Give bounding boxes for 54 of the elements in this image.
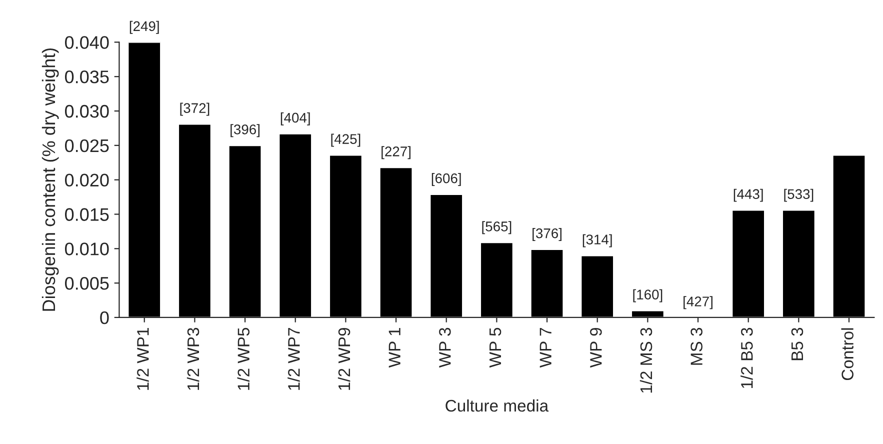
x-tick-label: WP 5 (490, 328, 502, 368)
bar (782, 209, 816, 318)
bar (580, 254, 614, 318)
y-tick-label: 0 (100, 311, 109, 324)
annotation: [427] (684, 296, 712, 310)
annotation: [533] (784, 188, 814, 202)
annotation: [372] (180, 102, 210, 116)
bar (832, 154, 866, 318)
y-tick-label: 0.005 (65, 276, 109, 290)
y-tick-label: 0.020 (65, 174, 109, 187)
annotation: [227] (382, 146, 410, 160)
bar (630, 310, 665, 318)
annotation: [425] (331, 134, 360, 147)
y-axis-title: Diosgenin content (% dry weight) (42, 48, 59, 311)
y-tick-label: 0.035 (65, 70, 109, 84)
bar (429, 194, 464, 318)
annotation: [565] (482, 221, 512, 234)
annotation: [404] (280, 112, 310, 126)
y-tick-label: 0.040 (65, 36, 109, 49)
annotation: [376] (532, 228, 562, 241)
bar (530, 248, 564, 318)
bar (127, 42, 162, 318)
bar (278, 133, 312, 318)
bar (228, 144, 262, 318)
bar (480, 242, 514, 318)
annotation: [606] (432, 172, 461, 186)
y-tick-label: 0.025 (65, 139, 109, 152)
y-tick-label: 0.015 (65, 208, 109, 221)
x-tick-label: WP 9 (590, 328, 602, 368)
x-tick-label: 1/2 MS 3 (640, 328, 652, 393)
x-tick-label: 1/2 WP9 (338, 328, 350, 390)
annotation: [443] (734, 188, 763, 202)
bar (731, 209, 766, 318)
annotation: [249] (130, 20, 159, 34)
x-tick-label: 1/2 WP5 (237, 328, 250, 390)
x-tick-label: WP 1 (388, 328, 400, 368)
x-tick-label: 1/2 WP1 (136, 328, 149, 390)
x-axis-title: Culture media (446, 399, 549, 412)
x-tick-label: B5 3 (791, 328, 804, 360)
x-tick-label: 1/2 B5 3 (740, 328, 753, 388)
annotation: [396] (230, 124, 260, 138)
annotation: [160] (633, 289, 662, 302)
bar (178, 123, 212, 318)
x-tick-label: MS 3 (690, 328, 702, 365)
x-tick-label: 1/2 WP3 (186, 328, 200, 390)
y-tick-label: 0.010 (65, 242, 109, 256)
x-tick-label: Control (841, 328, 854, 380)
bar (378, 166, 414, 318)
x-tick-label: WP 3 (439, 328, 451, 368)
annotation: [314] (582, 234, 612, 248)
x-tick-label: WP 7 (540, 328, 552, 368)
bar (328, 154, 363, 318)
y-tick-label: 0.030 (65, 104, 109, 118)
x-tick-label: 1/2 WP7 (288, 328, 300, 390)
